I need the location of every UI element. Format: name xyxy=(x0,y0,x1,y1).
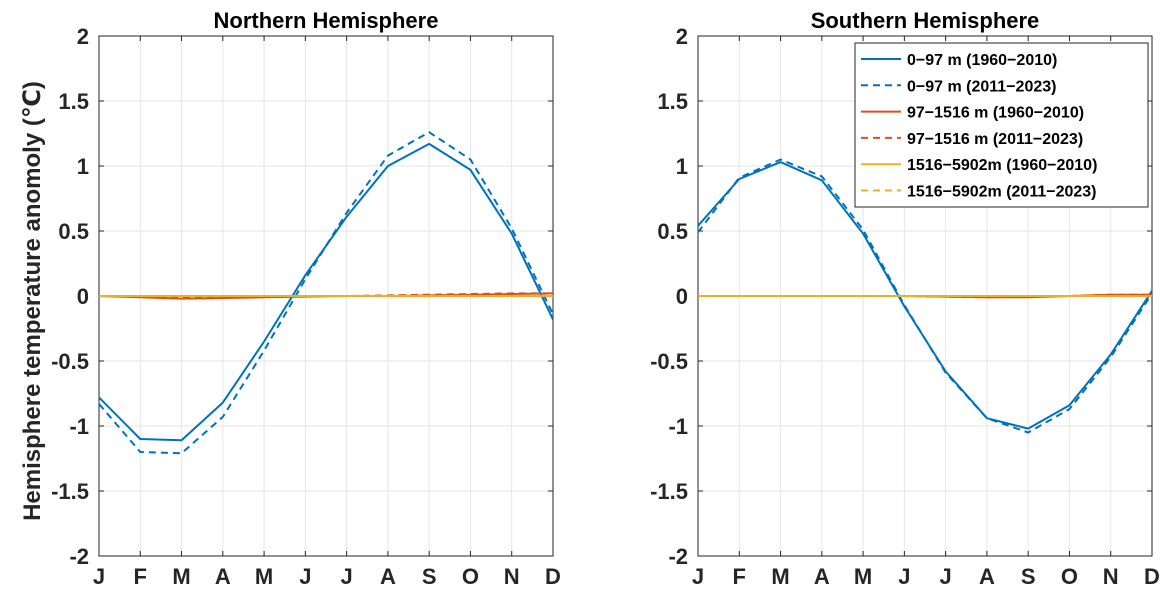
southern-hemisphere-panel: -2-1.5-1-0.500.511.52J F M A M J J A S O N DSouther… xyxy=(650,8,1160,589)
x-tick-label: J xyxy=(940,564,952,589)
x-tick-label: A xyxy=(380,564,396,589)
x-tick-label: N xyxy=(504,564,520,589)
y-tick-label: 2 xyxy=(676,24,688,49)
x-tick-label: F xyxy=(134,564,147,589)
y-tick-label: -0.5 xyxy=(51,349,89,374)
y-tick-label: -1.5 xyxy=(650,479,688,504)
legend-label: 1516−5902m (1960−2010) xyxy=(907,157,1097,174)
x-tick-label: O xyxy=(462,564,479,589)
x-tick-label: M xyxy=(172,564,190,589)
series-line-1 xyxy=(99,144,553,440)
y-tick-label: -1 xyxy=(69,414,89,439)
x-tick-label: F xyxy=(733,564,746,589)
legend: 0−97 m (1960−2010) 0−97 m (2011−2023) 97−1… xyxy=(855,43,1148,207)
legend-label: 0−97 m (1960−2010) xyxy=(907,52,1057,69)
x-tick-label: M xyxy=(854,564,872,589)
legend-label: 97−1516 m (2011−2023) xyxy=(907,131,1083,148)
y-tick-label: 0.5 xyxy=(58,219,89,244)
y-tick-label: -1.5 xyxy=(51,479,89,504)
x-tick-label: A xyxy=(215,564,231,589)
x-tick-label: A xyxy=(979,564,995,589)
y-tick-label: 0 xyxy=(676,284,688,309)
x-tick-label: D xyxy=(545,564,561,589)
x-tick-label: S xyxy=(1021,564,1036,589)
y-tick-label: -2 xyxy=(668,544,688,569)
y-tick-label: -1 xyxy=(668,414,688,439)
x-tick-label: O xyxy=(1061,564,1078,589)
series-line-2 xyxy=(99,132,553,453)
x-tick-label: S xyxy=(422,564,437,589)
chart-title: Southern Hemisphere xyxy=(811,8,1040,33)
y-axis-label: Hemisphere temperature anomoly (℃) xyxy=(19,81,46,521)
x-tick-label: M xyxy=(771,564,789,589)
legend-label: 1516−5902m (2011−2023) xyxy=(907,184,1097,201)
y-tick-label: 0.5 xyxy=(657,219,688,244)
y-tick-label: -2 xyxy=(69,544,89,569)
y-tick-label: 1 xyxy=(676,154,688,179)
northern-hemisphere-panel: -2-1.5-1-0.500.511.52J F M A M J J A S O N DNorther… xyxy=(51,8,561,589)
x-tick-label: J xyxy=(341,564,353,589)
x-tick-label: M xyxy=(255,564,273,589)
x-tick-label: J xyxy=(898,564,910,589)
chart-title: Northern Hemisphere xyxy=(214,8,439,33)
x-tick-label: J xyxy=(93,564,105,589)
y-tick-label: 1.5 xyxy=(58,89,89,114)
y-tick-label: 1 xyxy=(77,154,89,179)
y-tick-label: 1.5 xyxy=(657,89,688,114)
x-tick-label: A xyxy=(814,564,830,589)
legend-label: 97−1516 m (1960−2010) xyxy=(907,105,1084,122)
x-tick-label: N xyxy=(1103,564,1119,589)
x-tick-label: J xyxy=(692,564,704,589)
x-tick-label: J xyxy=(299,564,311,589)
y-tick-label: 2 xyxy=(77,24,89,49)
x-tick-label: D xyxy=(1144,564,1160,589)
legend-label: 0−97 m (2011−2023) xyxy=(907,78,1056,95)
y-tick-label: 0 xyxy=(77,284,89,309)
y-tick-label: -0.5 xyxy=(650,349,688,374)
